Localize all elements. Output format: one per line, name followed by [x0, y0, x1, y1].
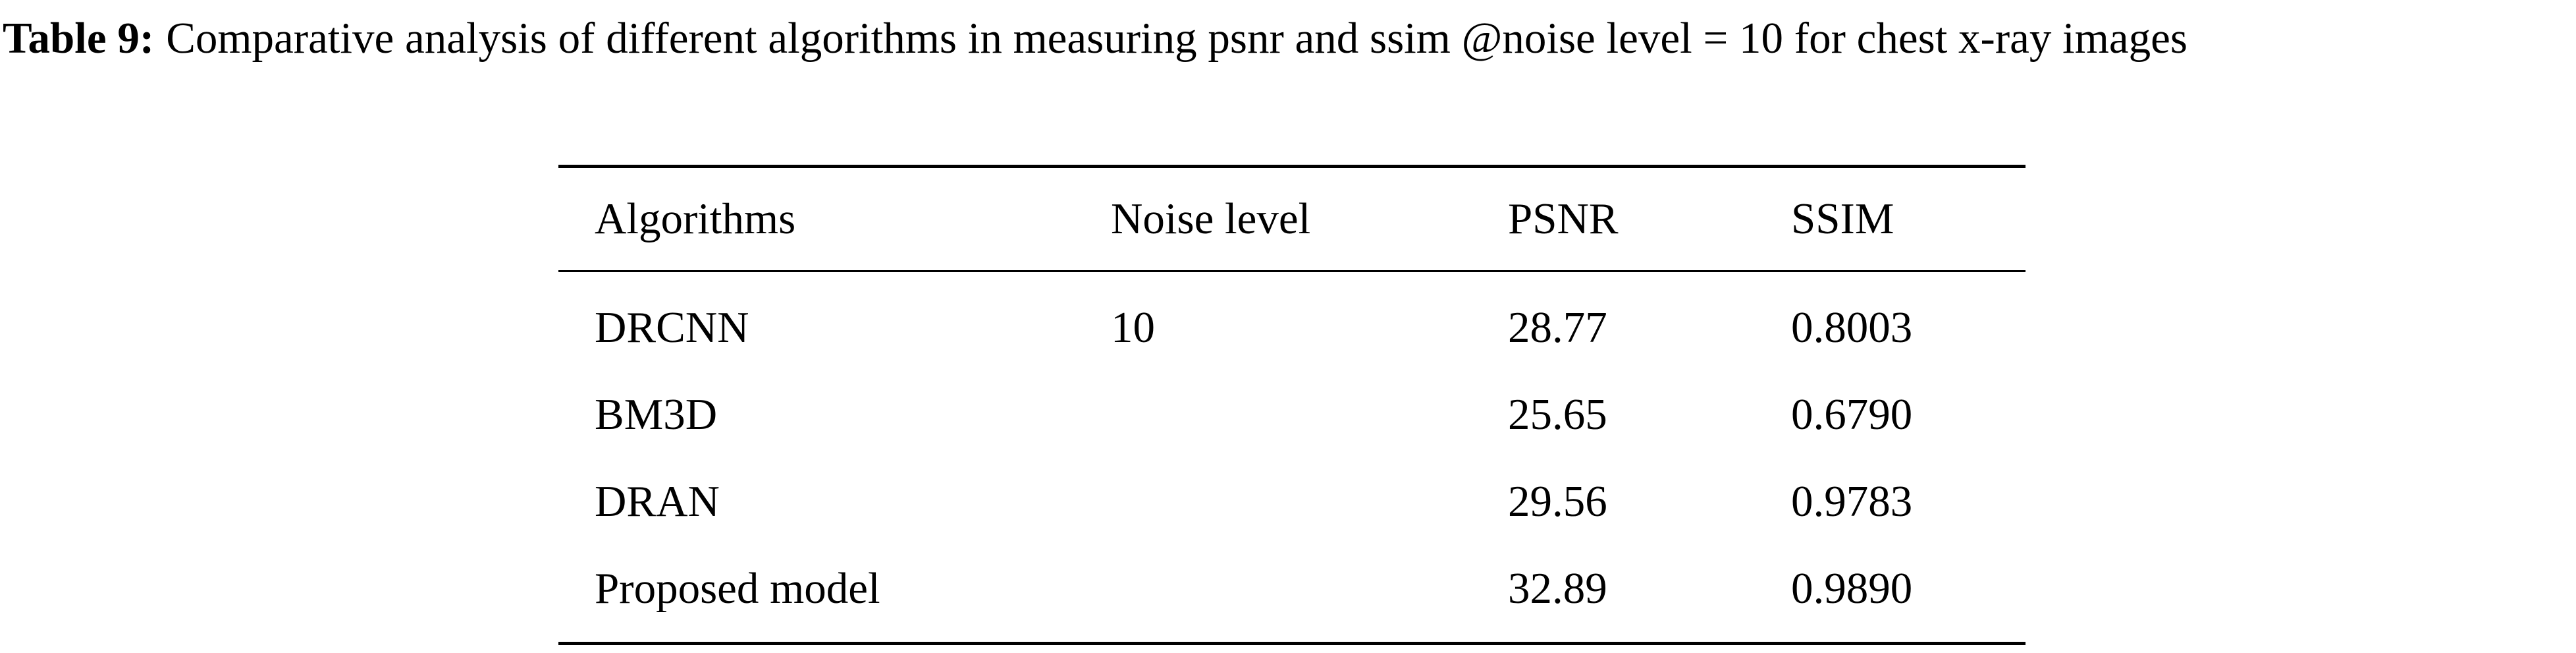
table-cell: 25.65 [1508, 390, 1607, 439]
table-cell: 29.56 [1508, 477, 1607, 526]
header-rule [558, 270, 2026, 272]
table-cell: 32.89 [1508, 564, 1607, 613]
caption-text: Comparative analysis of different algori… [166, 14, 2187, 63]
column-header: Algorithms [595, 194, 796, 243]
table-cell: 0.9783 [1791, 477, 1913, 526]
caption: Table 9: Comparative analysis of differen… [3, 12, 2573, 65]
table-cell: BM3D [595, 390, 718, 439]
bottom-rule [558, 642, 2026, 645]
table-cell: 0.8003 [1791, 303, 1913, 352]
table-cell: DRAN [595, 477, 720, 526]
column-header: PSNR [1508, 194, 1619, 243]
table-cell: Proposed model [595, 564, 880, 613]
table-cell: 10 [1111, 303, 1155, 352]
caption-label: Table 9: [3, 14, 155, 63]
top-rule [558, 165, 2026, 168]
table-cell: 0.9890 [1791, 564, 1913, 613]
table-cell: 0.6790 [1791, 390, 1913, 439]
column-header: Noise level [1111, 194, 1311, 243]
column-header: SSIM [1791, 194, 1894, 243]
table-cell: 28.77 [1508, 303, 1607, 352]
table-cell: DRCNN [595, 303, 749, 352]
